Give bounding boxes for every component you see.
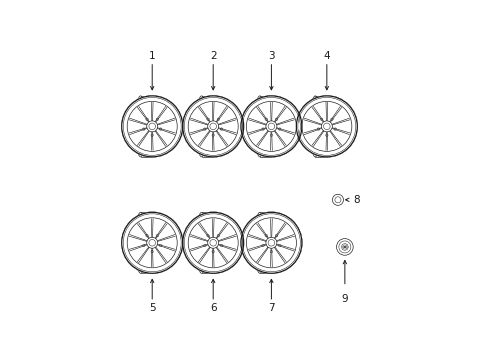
Circle shape (122, 212, 183, 273)
Text: 1: 1 (148, 51, 155, 61)
Circle shape (296, 96, 357, 157)
Text: 9: 9 (341, 294, 347, 304)
Circle shape (183, 212, 243, 273)
Text: 6: 6 (209, 303, 216, 313)
Text: 2: 2 (209, 51, 216, 61)
Circle shape (241, 212, 301, 273)
Circle shape (122, 96, 183, 157)
Text: 3: 3 (267, 51, 274, 61)
Circle shape (183, 96, 243, 157)
Text: 7: 7 (267, 303, 274, 313)
Circle shape (241, 96, 301, 157)
Text: 8: 8 (352, 195, 359, 205)
Text: 5: 5 (148, 303, 155, 313)
Text: 4: 4 (323, 51, 329, 61)
